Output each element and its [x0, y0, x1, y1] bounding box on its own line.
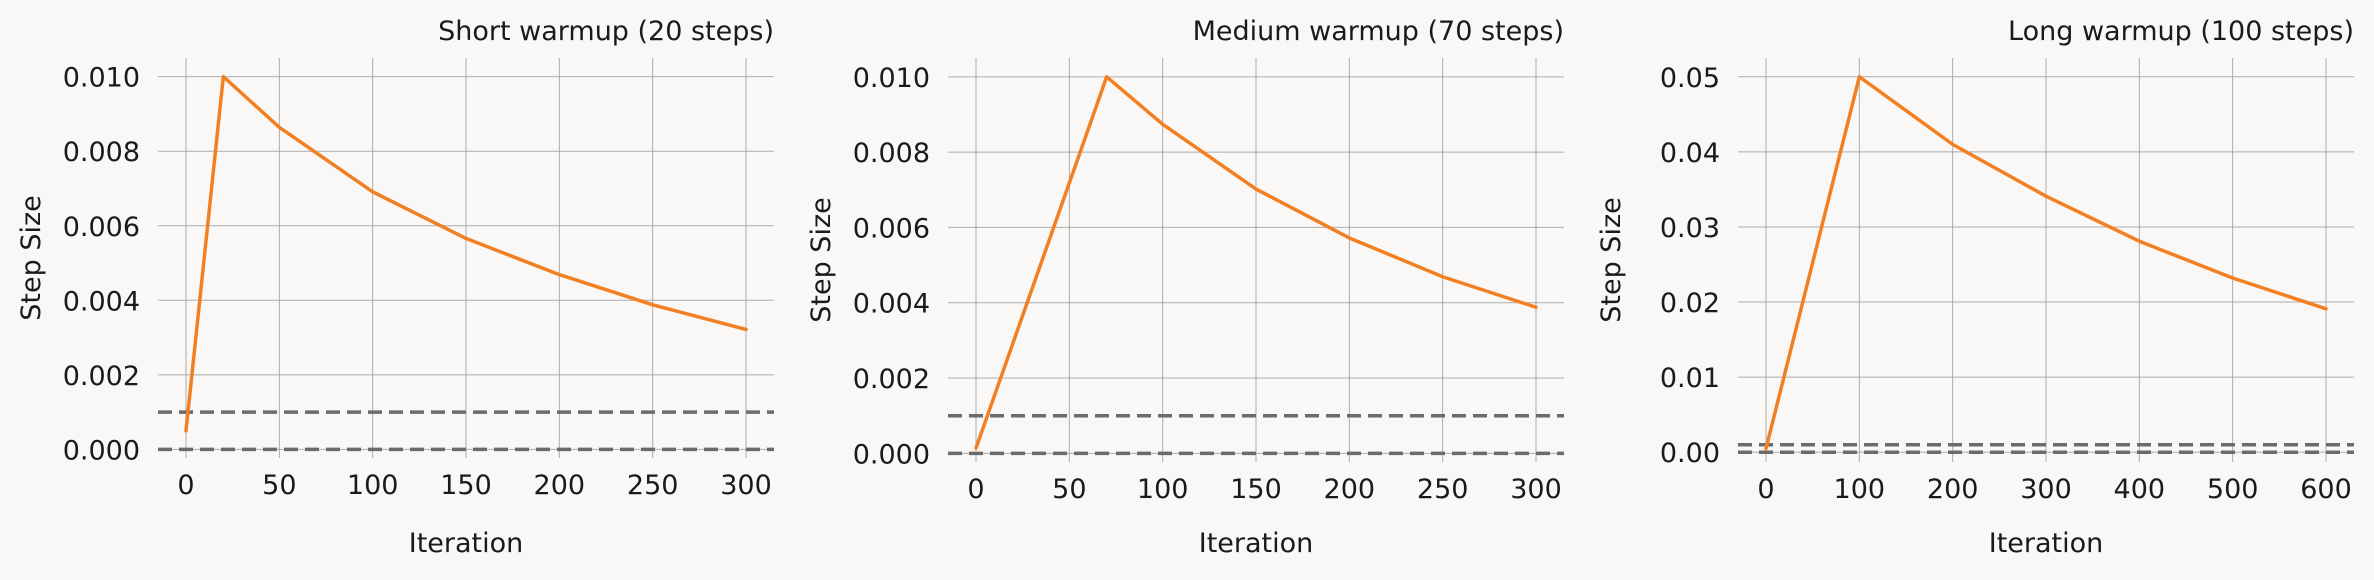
chart-title: Long warmup (100 steps) [2008, 16, 2354, 47]
x-tick-label: 100 [1834, 474, 1886, 505]
x-axis-label: Iteration [409, 528, 524, 559]
chart-title: Short warmup (20 steps) [438, 16, 774, 47]
y-tick-label: 0.008 [853, 138, 930, 169]
y-tick-label: 0.010 [63, 63, 140, 94]
y-axis-label: Step Size [16, 195, 47, 320]
x-tick-label: 150 [440, 470, 492, 501]
x-tick-label: 0 [1757, 474, 1774, 505]
x-tick-label: 600 [2300, 474, 2352, 505]
x-tick-label: 200 [1927, 474, 1979, 505]
x-axis-label: Iteration [1199, 528, 1314, 559]
x-tick-label: 100 [1137, 474, 1189, 505]
y-tick-label: 0.000 [853, 439, 930, 470]
x-tick-label: 250 [627, 470, 679, 501]
x-tick-label: 300 [2020, 474, 2072, 505]
y-tick-label: 0.004 [63, 286, 140, 317]
y-tick-label: 0.000 [63, 435, 140, 466]
y-tick-label: 0.04 [1660, 138, 1720, 169]
x-tick-label: 250 [1417, 474, 1469, 505]
y-tick-label: 0.002 [853, 364, 930, 395]
x-tick-label: 0 [967, 474, 984, 505]
y-tick-label: 0.05 [1660, 63, 1720, 94]
x-tick-label: 50 [1052, 474, 1086, 505]
x-tick-label: 0 [177, 470, 194, 501]
y-tick-label: 0.01 [1660, 363, 1720, 394]
y-tick-label: 0.00 [1660, 438, 1720, 469]
x-tick-label: 200 [1324, 474, 1376, 505]
step-size-series-line [1764, 75, 2328, 451]
chart-panel-1: 0 50 100 150 200 250 300 0.000 0.002 0.004 0.006 0.… [16, 16, 774, 559]
y-axis-label: Step Size [806, 197, 837, 322]
x-tick-label: 500 [2207, 474, 2259, 505]
x-tick-label: 400 [2114, 474, 2166, 505]
x-tick-label: 100 [347, 470, 399, 501]
x-tick-label: 300 [1510, 474, 1562, 505]
chart-panel-2: 0 50 100 150 200 250 300 0.000 0.002 0.004 0.006 0.… [806, 16, 1564, 559]
y-tick-label: 0.02 [1660, 288, 1720, 319]
x-axis-label: Iteration [1989, 528, 2104, 559]
y-tick-label: 0.010 [853, 63, 930, 94]
chart-panel-3: 0 100 200 300 400 500 600 0.00 0.01 0.02 0.03 0.04 0… [1596, 16, 2354, 559]
chart-title: Medium warmup (70 steps) [1193, 16, 1564, 47]
y-tick-label: 0.008 [63, 137, 140, 168]
y-tick-label: 0.002 [63, 361, 140, 392]
y-tick-label: 0.006 [853, 213, 930, 244]
x-tick-label: 300 [720, 470, 772, 501]
y-axis-label: Step Size [1596, 197, 1627, 322]
y-tick-label: 0.004 [853, 289, 930, 320]
x-tick-label: 200 [534, 470, 586, 501]
step-size-series-line [184, 74, 748, 433]
y-tick-label: 0.006 [63, 212, 140, 243]
step-size-series-line [974, 75, 1538, 450]
panels: 0 50 100 150 200 250 3000.0000.0020.0040.0060.… [16, 16, 2354, 559]
x-tick-label: 50 [262, 470, 296, 501]
y-tick-label: 0.03 [1660, 213, 1720, 244]
x-tick-label: 150 [1230, 474, 1282, 505]
